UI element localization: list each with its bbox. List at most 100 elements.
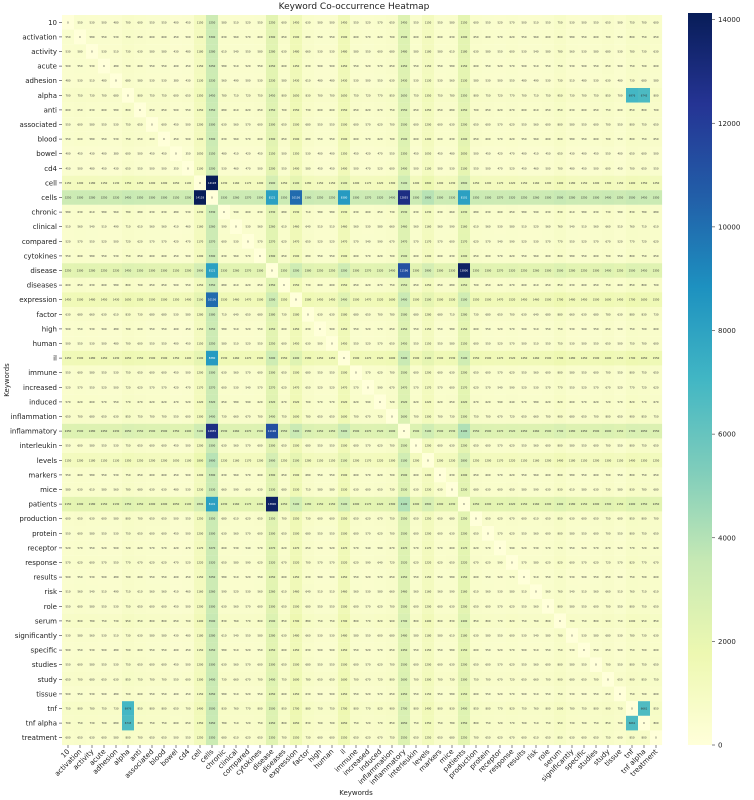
cell-value-label: 1170: [197, 385, 204, 389]
cell-value-label: 820: [510, 707, 515, 711]
cell-value-label: 1400: [557, 181, 564, 185]
cell-value-label: 600: [486, 473, 491, 477]
heatmap-cell: [374, 58, 387, 74]
cell-value-label: 700: [606, 473, 611, 477]
cell-value-label: 570: [510, 327, 515, 331]
heatmap-cell: [470, 58, 483, 74]
cell-value-label: 620: [150, 400, 155, 404]
cell-value-label: 600: [582, 108, 587, 112]
cell-value-label: 580: [570, 473, 575, 477]
cell-value-label: 1530: [449, 298, 456, 302]
cell-value-label: 3500: [209, 707, 216, 711]
cell-value-label: 2150: [101, 502, 108, 506]
cell-value-label: 2580: [305, 429, 312, 433]
cell-value-label: 650: [630, 152, 635, 156]
cell-value-label: 580: [414, 634, 419, 638]
cell-value-label: 520: [498, 575, 503, 579]
cell-value-label: 620: [546, 561, 551, 565]
cell-value-label: 1300: [425, 677, 432, 681]
cell-value-label: 630: [606, 79, 611, 83]
heatmap-cell: [602, 58, 615, 74]
cell-value-label: 550: [618, 663, 623, 667]
cell-value-label: 530: [66, 50, 71, 54]
heatmap-cell: [146, 29, 159, 45]
cell-value-label: 630: [306, 20, 311, 24]
cell-value-label: 650: [606, 20, 611, 24]
cell-value-label: 650: [654, 254, 659, 258]
cell-value-label: 800: [630, 444, 635, 448]
cell-value-label: 1150: [101, 181, 108, 185]
cell-value-label: 1170: [197, 239, 204, 243]
cell-value-label: 670: [606, 546, 611, 550]
cell-value-label: 3250: [209, 692, 216, 696]
cell-value-label: 650: [354, 108, 359, 112]
cell-value-label: 2330: [221, 269, 228, 273]
cell-value-label: 700: [642, 64, 647, 68]
cell-value-label: 1200: [413, 181, 420, 185]
cell-value-label: 400: [102, 152, 107, 156]
cell-value-label: 700: [102, 721, 107, 725]
cell-value-label: 500: [102, 342, 107, 346]
cell-value-label: 1200: [161, 181, 168, 185]
cell-value-label: 710: [306, 210, 311, 214]
cell-value-label: 630: [306, 64, 311, 68]
cell-value-label: 600: [486, 604, 491, 608]
cell-value-label: 800: [630, 371, 635, 375]
cell-value-label: 2700: [401, 707, 408, 711]
cell-value-label: 3300: [209, 35, 216, 39]
cell-value-label: 750: [318, 619, 323, 623]
heatmap-cell: [326, 15, 339, 30]
cell-value-label: 1600: [605, 298, 612, 302]
cell-value-label: 400: [330, 152, 335, 156]
cell-value-label: 1500: [341, 254, 348, 258]
cell-value-label: 2600: [401, 677, 408, 681]
heatmap-cell: [182, 58, 195, 74]
cell-value-label: 600: [318, 517, 323, 521]
cell-value-label: 1580: [305, 298, 312, 302]
cell-value-label: 3270: [245, 196, 252, 200]
cell-value-label: 770: [498, 619, 503, 623]
cell-value-label: 520: [366, 692, 371, 696]
cell-value-label: 570: [498, 604, 503, 608]
cell-value-label: 560: [594, 225, 599, 229]
cell-value-label: 700: [126, 64, 131, 68]
cell-value-label: 550: [570, 546, 575, 550]
cell-value-label: 550: [66, 473, 71, 477]
heatmap-cell: [134, 15, 147, 30]
cell-value-label: 510: [618, 225, 623, 229]
cell-value-label: 1520: [377, 298, 384, 302]
cell-value-label: 650: [654, 137, 659, 141]
cell-value-label: 630: [90, 283, 95, 287]
heatmap-cell: [110, 29, 123, 45]
cell-value-label: 600: [546, 371, 551, 375]
cell-value-label: 2150: [461, 692, 468, 696]
cell-value-label: 850: [630, 108, 635, 112]
heatmap-cell: [254, 44, 267, 59]
cell-value-label: 1150: [197, 692, 204, 696]
heatmap-cell: [422, 15, 435, 30]
cell-value-label: 2500: [401, 473, 408, 477]
heatmap-cell: [110, 88, 123, 103]
cell-value-label: 550: [138, 166, 143, 170]
cell-value-label: 850: [390, 721, 395, 725]
cell-value-label: 2330: [269, 488, 276, 492]
cell-value-label: 2050: [173, 502, 180, 506]
cell-value-label: 3350: [137, 196, 144, 200]
cell-value-label: 1230: [221, 181, 228, 185]
cell-value-label: 2460: [233, 429, 240, 433]
cell-value-label: 3270: [209, 546, 216, 550]
cell-value-label: 550: [66, 444, 71, 448]
heatmap-cell: [362, 29, 375, 45]
cell-value-label: 550: [654, 166, 659, 170]
cell-value-label: 2170: [461, 546, 468, 550]
cell-value-label: 630: [654, 634, 659, 638]
cell-value-label: 2270: [497, 269, 504, 273]
cell-value-label: 500: [102, 327, 107, 331]
cell-value-label: 2200: [593, 502, 600, 506]
cell-value-label: 580: [570, 444, 575, 448]
cell-value-label: 630: [450, 35, 455, 39]
cell-value-label: 520: [66, 385, 71, 389]
heatmap-cell: [530, 15, 543, 30]
cell-value-label: 550: [522, 531, 527, 535]
cell-value-label: 550: [162, 342, 167, 346]
